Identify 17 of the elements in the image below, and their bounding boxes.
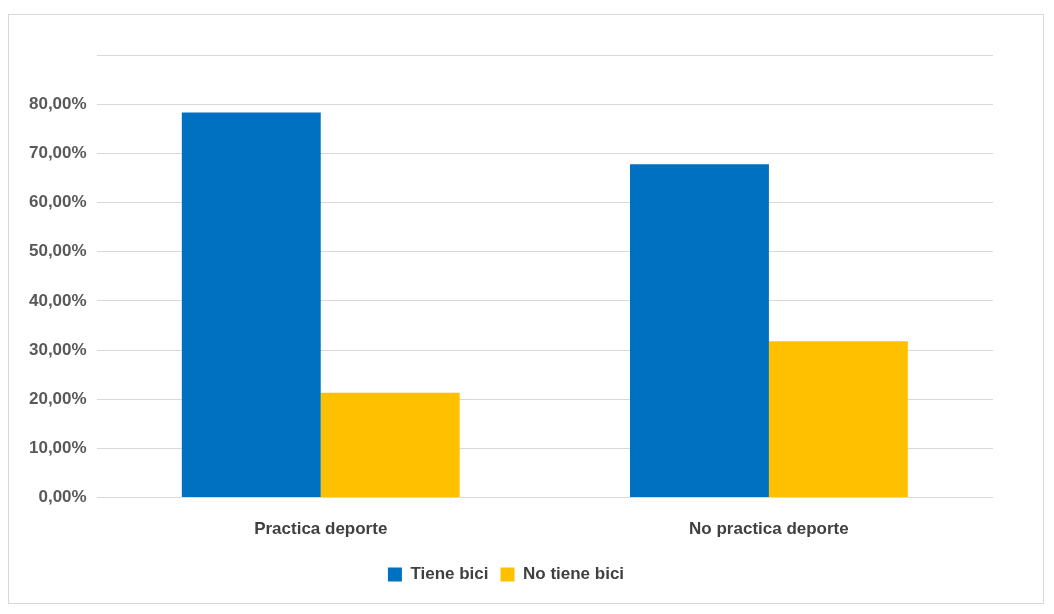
y-tick-label: 80,00% — [28, 93, 87, 113]
y-tick-label: 30,00% — [28, 339, 87, 359]
x-tick-label: Practica deporte — [254, 519, 388, 539]
legend-label: No tiene bici — [523, 564, 625, 584]
y-tick-label: 20,00% — [28, 388, 87, 408]
bar — [320, 392, 460, 498]
x-tick-label: No practica deporte — [689, 519, 849, 539]
y-tick-label: 70,00% — [28, 143, 87, 163]
bar — [181, 112, 321, 498]
bar — [768, 341, 908, 498]
y-tick-label: 10,00% — [28, 438, 87, 458]
y-tick-label: 0,00% — [38, 487, 87, 507]
y-tick-label: 40,00% — [28, 290, 87, 310]
y-tick-label: 60,00% — [28, 192, 87, 212]
bar — [629, 164, 769, 498]
y-tick-label: 50,00% — [28, 241, 87, 261]
legend-label: Tiene bici — [410, 564, 489, 584]
